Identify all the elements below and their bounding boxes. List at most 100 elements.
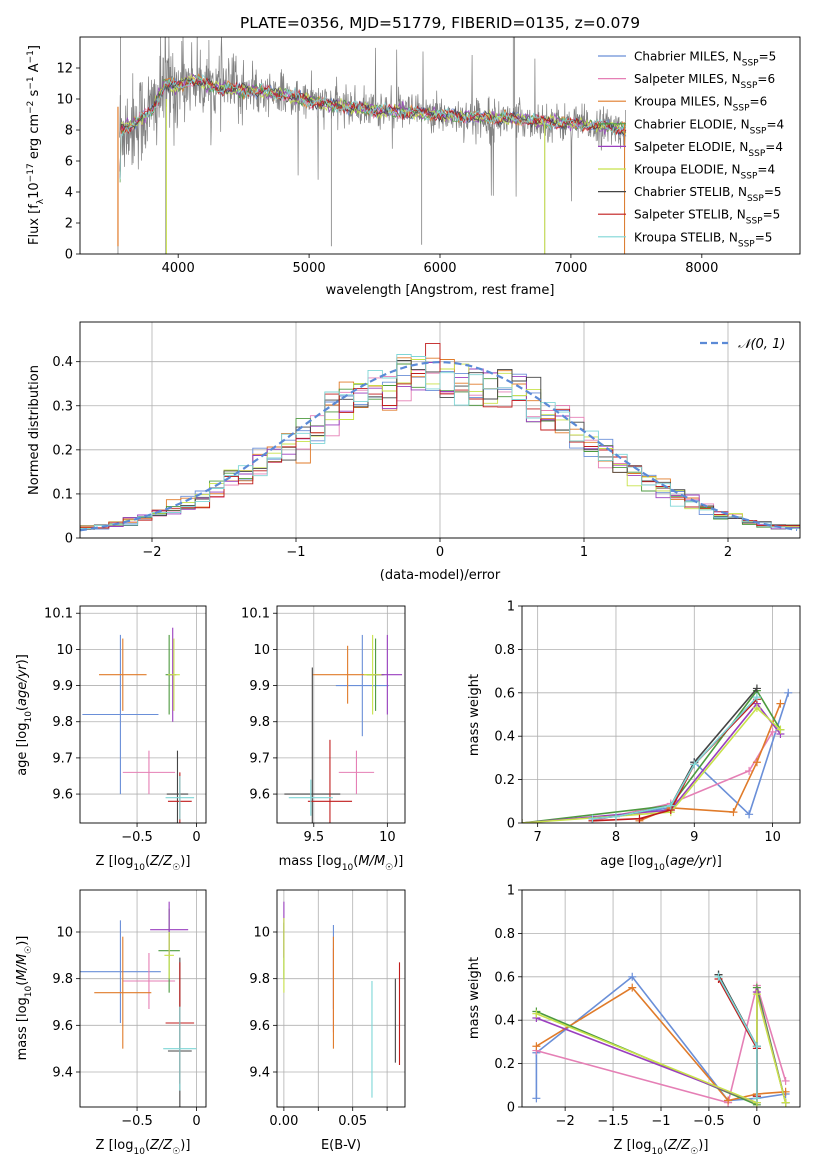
y-tick-label: 12 [56,62,73,77]
age-z-y-label: age [log10(age/yr)] [15,654,34,776]
x-tick-label: −0.5 [693,1114,725,1129]
y-tick-label: 9.7 [52,751,73,766]
y-tick-label: 0 [507,817,515,832]
legend-label-normal: 𝒩(0, 1) [738,337,785,352]
legend-label-kroupa_elodie: Kroupa ELODIE, NSSP=4 [634,163,775,182]
y-tick-label: 1 [507,600,515,615]
plot-area [522,684,793,823]
y-tick-label: 1 [507,884,515,899]
mw-z-line-salpeter_miles [536,982,787,1104]
age-mass-axes: 9.5 10 9.6 9.7 9.8 9.9 10 10.1 [241,605,406,845]
mass-z-axes: −0.5 0 9.4 9.6 9.8 10 [52,889,207,1129]
plot-area [80,901,197,1107]
age-z-axes: −0.5 0 9.6 9.7 9.8 9.9 10 10.1 [44,605,207,845]
y-tick-label: 0.6 [494,970,515,985]
legend-label-salpeter_elodie: Salpeter ELODIE, NSSP=4 [634,140,783,159]
mw-z-marker-chabrier_miles [628,972,637,981]
age-z-x-label: Z [log10(Z/Z☉)] [96,854,191,873]
axes-frame [276,605,406,824]
plot-area [117,37,627,254]
y-tick-label: 10 [56,93,73,108]
mw-age-marker-salpeter_miles [745,766,754,775]
y-tick-label: 9.9 [52,679,73,694]
y-tick-label: 9.6 [249,1019,270,1034]
spectrum-x-label: wavelength [Angstrom, rest frame] [326,283,555,298]
mw-age-marker-salpeter_stelib [635,814,644,823]
y-tick-label: 8 [65,124,73,139]
plot-area [80,342,800,532]
axes-frame [521,605,801,824]
axes-frame [276,889,406,1108]
mw-age-marker-chabrier_miles [784,688,793,697]
mw-z-axes: −2 −1.5 −1 −0.5 0 0 0.2 0.4 0.6 0.8 1 [494,884,801,1129]
mw-z-marker-salpeter_miles [781,1076,790,1085]
x-tick-label: 10 [379,830,396,845]
mw-age-marker-kroupa_miles [729,808,738,817]
y-tick-label: 9.4 [52,1066,73,1081]
axes-frame [521,889,801,1108]
y-tick-label: 0.2 [494,1057,515,1072]
legend-label-chabrier_miles: Chabrier MILES, NSSP=5 [634,50,776,69]
mw-age-marker-kroupa_stelib [588,814,597,823]
mw-z-marker-kroupa_elodie [532,1009,541,1018]
residual-x-label: (data-model)/error [380,568,501,583]
y-tick-label: 6 [65,155,73,170]
x-tick-label: 10 [764,830,781,845]
x-tick-label: −0.5 [121,830,153,845]
x-tick-label: 0 [753,1114,761,1129]
mw-age-marker-chabrier_miles [745,810,754,819]
mw-age-y-label: mass weight [467,674,482,756]
normal-curve-line [80,360,798,532]
legend-label-kroupa_stelib: Kroupa STELIB, NSSP=5 [634,230,772,249]
y-tick-label: 10.1 [241,607,270,622]
mass-ebv-x-label: E(B-V) [321,1138,361,1153]
mw-age-marker-kroupa_miles [752,758,761,767]
legend-label-salpeter_miles: Salpeter MILES, NSSP=6 [634,72,775,91]
axes-frame [79,889,207,1108]
y-tick-label: 9.8 [52,715,73,730]
y-tick-label: 9.6 [52,788,73,803]
mw-age-marker-kroupa_elodie [752,703,761,712]
legend-label-salpeter_stelib: Salpeter STELIB, NSSP=5 [634,208,780,227]
y-tick-label: 9.7 [249,751,270,766]
x-tick-label: 8000 [685,261,718,276]
mw-z-line-chabrier_miles [535,975,786,1102]
y-tick-label: 0.3 [52,399,73,414]
mw-age-marker-kroupa_miles [776,699,785,708]
model-fit-line-kroupa_elodie [119,73,627,174]
x-tick-label: 0 [192,830,200,845]
plot-area [283,901,401,1098]
y-tick-label: 9.6 [249,788,270,803]
mw-z-marker-kroupa_elodie [752,990,761,999]
plot-area [532,970,790,1107]
x-tick-label: −1 [286,545,305,560]
mw-z-line-salpeter_stelib [717,978,758,1097]
residual-hist-kroupa_stelib [80,354,800,530]
mw-z-marker-chabrier_miles [532,1094,541,1103]
x-tick-label: 6000 [423,261,456,276]
y-tick-label: 0 [65,248,73,263]
y-tick-label: 9.8 [249,715,270,730]
axes-frame [79,605,207,824]
age-mass-x-label: mass [log10(M/M☉)] [279,854,404,873]
x-tick-label: −1 [651,1114,670,1129]
x-tick-label: 8 [612,830,620,845]
x-tick-label: 4000 [162,261,195,276]
mw-age-marker-kroupa_stelib [666,801,675,810]
mw-age-line-kroupa_elodie [522,706,781,823]
mw-z-marker-kroupa_stelib [752,1042,761,1051]
mw-age-line-chabrier_elodie [522,689,782,823]
mass-ebv-axes: 0.00 0.05 9.4 9.6 9.8 10 [249,889,406,1129]
mw-z-marker-kroupa_elodie [781,1098,790,1107]
y-tick-label: 2 [65,217,73,232]
spectrum-axes: 4000 5000 6000 7000 8000 0 2 4 6 8 10 12 [56,36,801,276]
mw-z-marker-kroupa_miles [724,1096,733,1105]
y-tick-label: 9.8 [249,972,270,987]
x-tick-label: 0 [192,1114,200,1129]
x-tick-label: 7 [534,830,542,845]
y-tick-label: 10 [56,926,73,941]
residual-hist-salpeter_stelib [80,342,800,529]
mw-age-marker-kroupa_stelib [611,812,620,821]
y-tick-label: 9.6 [52,1019,73,1034]
mw-z-marker-kroupa_miles [628,983,637,992]
